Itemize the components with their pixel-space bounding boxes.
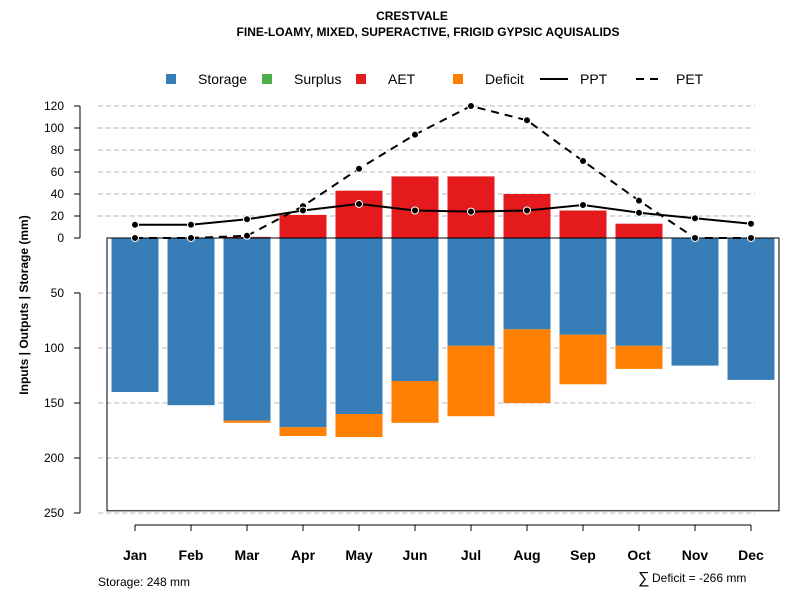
bar-storage-nov (671, 238, 719, 366)
point-pet-oct (635, 196, 643, 205)
legend-label-aet: AET (388, 71, 416, 87)
x-tick-label-oct: Oct (627, 547, 651, 563)
x-tick-label-jul: Jul (461, 547, 481, 563)
sum-symbol: ∑ (638, 570, 649, 587)
legend-label-ppt: PPT (580, 71, 608, 87)
point-ppt-dec (747, 219, 755, 228)
x-tick-label-sep: Sep (570, 547, 596, 563)
point-pet-may (355, 164, 363, 173)
x-tick-label-feb: Feb (179, 547, 204, 563)
point-pet-nov (691, 234, 699, 242)
bar-deficit-mar (223, 420, 271, 423)
bar-deficit-may (335, 414, 383, 438)
bars-layer (111, 176, 775, 438)
legend-swatch-deficit (453, 74, 463, 84)
bar-storage-sep (559, 238, 607, 335)
y-tick-label-upper-120: 120 (44, 99, 64, 113)
legend-swatch-storage (166, 74, 176, 84)
x-tick-label-aug: Aug (513, 547, 540, 563)
point-ppt-jan (131, 220, 139, 229)
point-pet-sep (579, 157, 587, 165)
bar-storage-aug (503, 238, 551, 330)
x-tick-label-jun: Jun (403, 547, 428, 563)
x-tick-label-nov: Nov (682, 547, 709, 563)
legend-swatch-surplus (262, 74, 272, 84)
legend-label-storage: Storage (198, 71, 247, 87)
chart-title: CRESTVALE (376, 9, 448, 23)
chart-subtitle: FINE-LOAMY, MIXED, SUPERACTIVE, FRIGID G… (237, 25, 620, 39)
deficit-note: Deficit = -266 mm (652, 571, 746, 585)
point-pet-jun (411, 130, 419, 139)
legend-label-pet: PET (676, 71, 704, 87)
x-tick-label-jan: Jan (123, 547, 147, 563)
legend-label-surplus: Surplus (294, 71, 341, 87)
bar-aet-jul (447, 176, 495, 238)
bar-deficit-sep (559, 334, 607, 385)
x-tick-label-dec: Dec (738, 547, 764, 563)
point-pet-mar (243, 231, 251, 240)
y-tick-label-upper-60: 60 (51, 165, 65, 179)
point-pet-aug (523, 116, 531, 125)
point-ppt-jul (467, 207, 475, 216)
bar-aet-oct (615, 223, 663, 238)
legend: Storage Surplus AET Deficit PPT PET (166, 71, 704, 87)
bar-storage-oct (615, 238, 663, 346)
bar-deficit-oct (615, 345, 663, 369)
bar-aet-apr (279, 214, 327, 238)
bar-storage-dec (727, 238, 775, 380)
point-ppt-jun (411, 206, 419, 215)
y-tick-label-upper-0: 0 (57, 231, 64, 245)
x-tick-label-mar: Mar (235, 547, 260, 563)
bar-aet-aug (503, 194, 551, 238)
y-tick-label-upper-80: 80 (51, 143, 65, 157)
bar-deficit-jun (391, 381, 439, 423)
bar-aet-sep (559, 210, 607, 238)
bar-storage-mar (223, 238, 271, 421)
y-axis-label: Inputs | Outputs | Storage (mm) (17, 215, 31, 394)
y-tick-label-upper-20: 20 (51, 209, 65, 223)
bar-deficit-aug (503, 329, 551, 403)
y-tick-label-lower-200: 200 (44, 451, 64, 465)
point-ppt-mar (243, 215, 251, 224)
point-pet-jul (467, 102, 475, 110)
storage-note: Storage: 248 mm (98, 575, 190, 589)
bar-deficit-jul (447, 345, 495, 417)
y-tick-label-lower-250: 250 (44, 506, 64, 520)
x-tick-label-apr: Apr (291, 547, 316, 563)
point-ppt-nov (691, 214, 699, 223)
x-tick-label-may: May (345, 547, 372, 563)
point-ppt-sep (579, 201, 587, 209)
line-ppt (135, 202, 752, 226)
y-tick-label-lower-100: 100 (44, 341, 64, 355)
bar-aet-may (335, 190, 383, 238)
bar-storage-jan (111, 238, 159, 392)
bar-storage-jun (391, 238, 439, 381)
point-pet-jan (131, 234, 139, 242)
point-ppt-feb (187, 220, 195, 229)
legend-swatch-aet (356, 74, 366, 84)
y-tick-label-upper-100: 100 (44, 121, 64, 135)
line-pet (135, 104, 751, 239)
bar-storage-feb (167, 238, 215, 406)
bar-storage-jul (447, 238, 495, 346)
y-tick-label-upper-40: 40 (51, 187, 65, 201)
bar-storage-apr (279, 238, 327, 428)
point-ppt-oct (635, 208, 643, 217)
point-ppt-may (355, 199, 363, 208)
y-tick-label-lower-50: 50 (51, 286, 65, 300)
point-pet-dec (747, 234, 755, 242)
point-pet-feb (187, 234, 195, 242)
legend-label-deficit: Deficit (485, 71, 524, 87)
axes-layer: 0 20 40 60 80 100 120 50 100 150 200 250 Jan Feb Mar Ap… (44, 99, 780, 563)
point-ppt-apr (299, 206, 307, 215)
bar-deficit-apr (279, 427, 327, 436)
point-ppt-aug (523, 206, 531, 215)
bar-storage-may (335, 238, 383, 414)
y-tick-label-lower-150: 150 (44, 396, 64, 410)
lines-layer (131, 102, 755, 242)
